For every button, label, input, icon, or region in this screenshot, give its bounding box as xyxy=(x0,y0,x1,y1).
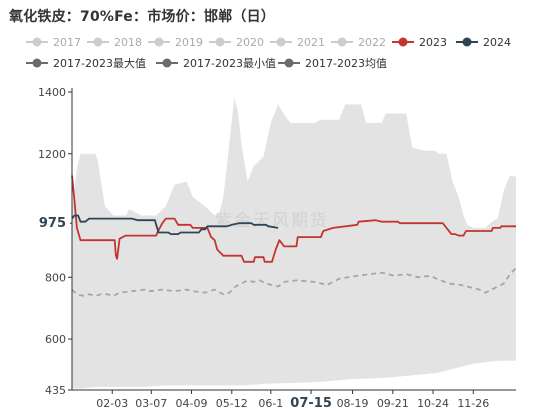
legend-label-2023: 2023 xyxy=(419,36,447,49)
legend: 2017 2018 2019 2020 2021 2022 2023 2024 2017-202… xyxy=(26,36,511,70)
legend-marker-2018 xyxy=(93,37,103,47)
legend-marker-2017 xyxy=(32,37,42,47)
legend-marker-2021 xyxy=(276,37,286,47)
legend-marker-2022 xyxy=(337,37,347,47)
y-tick-label: 975 xyxy=(39,216,66,231)
legend-item-2021: 2021 xyxy=(270,36,325,49)
x-tick-label: 02-03 xyxy=(96,397,128,410)
y-tick-highlight-bg xyxy=(36,214,70,233)
legend-item-2022: 2022 xyxy=(331,36,386,49)
legend-label-2021: 2021 xyxy=(297,36,325,49)
legend-label-stat-1: 2017-2023最大值 xyxy=(53,56,146,70)
x-tick-label: 11-26 xyxy=(457,397,489,410)
x-tick-label: 05-12 xyxy=(216,397,248,410)
legend-item-2018: 2018 xyxy=(87,36,142,49)
legend-label-2022: 2022 xyxy=(358,36,386,49)
x-tick-label: 04-09 xyxy=(176,397,208,410)
legend-item-2024: 2024 xyxy=(456,36,511,49)
x-tick-label: 08-19 xyxy=(337,397,369,410)
y-tick-label: 800 xyxy=(45,271,66,284)
legend-label-stat-2: 2017-2023最小值 xyxy=(183,57,276,70)
legend-label-2020: 2020 xyxy=(236,36,264,49)
x-tick-label: 10-24 xyxy=(417,397,449,410)
legend-marker-2020 xyxy=(215,37,225,47)
legend-marker-2023 xyxy=(398,37,408,47)
legend-item-stat-2: 2017-2023最小值 xyxy=(156,57,276,70)
series-line-20172023 xyxy=(71,267,517,297)
y-tick-label: 1400 xyxy=(38,86,66,99)
chart-title: 氧化铁皮：70%Fe：市场价：邯郸（日） xyxy=(9,9,275,25)
legend-label-2019: 2019 xyxy=(175,36,203,49)
legend-label-stat-3: 2017-2023均值 xyxy=(305,57,387,70)
y-tick-label: 435 xyxy=(45,384,66,397)
series-line-2023 xyxy=(71,175,516,263)
legend-marker-2024 xyxy=(462,37,472,47)
legend-marker-stat-1 xyxy=(32,58,42,68)
series-line-2024 xyxy=(71,214,279,235)
axes: 1400 1200 975 800 600 435 02-03 03-07 04-09 05-12… xyxy=(36,86,516,411)
legend-item-2019: 2019 xyxy=(148,36,203,49)
x-tick-label: 07-15 xyxy=(290,396,332,411)
legend-marker-2019 xyxy=(154,37,164,47)
legend-item-2023: 2023 xyxy=(392,36,447,49)
y-tick-label: 600 xyxy=(45,333,66,346)
legend-item-stat-3: 2017-2023均值 xyxy=(278,57,387,70)
watermark-text: 紫金天风期货 xyxy=(215,211,329,231)
legend-label-2017: 2017 xyxy=(53,36,81,49)
legend-label-2024: 2024 xyxy=(483,36,511,49)
legend-item-stat-1: 2017-2023最大值 xyxy=(26,56,146,70)
legend-item-2017: 2017 xyxy=(26,36,81,49)
plot-area: 紫金天风期货 xyxy=(71,98,517,389)
max-min-band-area xyxy=(72,98,516,389)
y-tick-label: 1200 xyxy=(38,148,66,161)
legend-label-2018: 2018 xyxy=(114,36,142,49)
legend-item-2020: 2020 xyxy=(209,36,264,49)
x-tick-label: 03-07 xyxy=(135,397,167,410)
legend-marker-stat-3 xyxy=(284,58,294,68)
x-tick-label: 06-1 xyxy=(258,397,283,410)
legend-marker-stat-2 xyxy=(162,58,172,68)
x-tick-highlight-bg xyxy=(287,395,336,411)
x-tick-label: 09-21 xyxy=(377,397,409,410)
